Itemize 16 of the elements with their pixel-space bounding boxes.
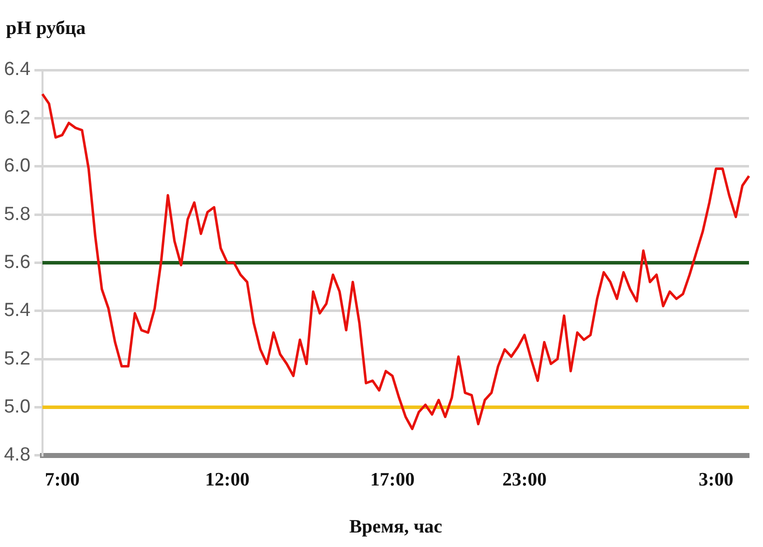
y-tick-label: 5.2: [4, 348, 30, 370]
y-tick-label: 5.8: [4, 204, 30, 225]
y-tick-label: 5.4: [4, 300, 31, 322]
x-tick-label: 17:00: [370, 470, 415, 491]
x-axis-title: Время, час: [349, 516, 442, 538]
y-axis-title: pH рубца: [6, 18, 86, 40]
y-tick-label: 5.0: [4, 396, 30, 418]
y-tick-label: 4.8: [4, 444, 30, 466]
y-tick-label: 5.6: [4, 252, 30, 273]
y-tick-label: 6.4: [4, 59, 31, 80]
y-tick-label: 6.2: [4, 107, 30, 128]
x-tick-label: 7:00: [44, 470, 80, 491]
y-tick-label: 6.0: [4, 156, 30, 177]
x-tick-label: 12:00: [205, 470, 250, 491]
x-tick-label: 23:00: [502, 470, 547, 491]
x-tick-label: 3:00: [698, 470, 734, 491]
